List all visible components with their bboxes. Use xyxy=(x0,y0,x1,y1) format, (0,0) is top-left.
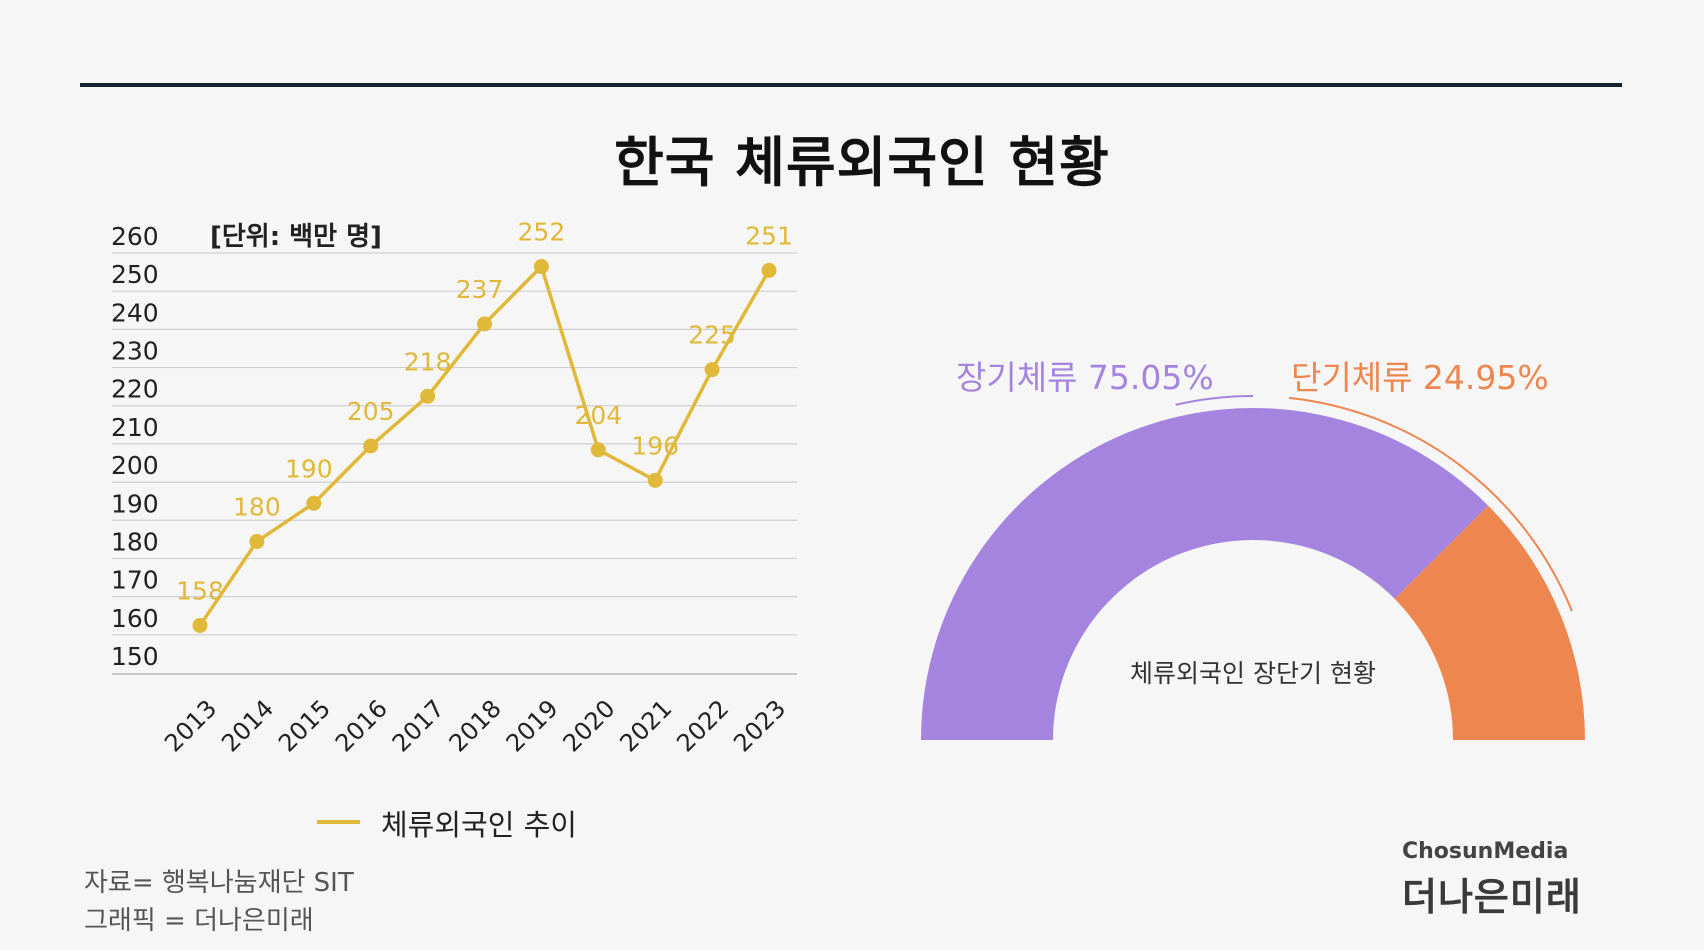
unit-label: [단위: 백만 명] xyxy=(210,222,382,252)
x-tick-label: 2019 xyxy=(501,694,564,757)
data-label: 218 xyxy=(404,347,452,376)
legend-line-swatch xyxy=(317,820,360,824)
y-tick-label: 180 xyxy=(111,527,159,556)
data-label: 158 xyxy=(176,576,224,605)
y-tick-label: 230 xyxy=(111,337,159,366)
data-label: 237 xyxy=(456,275,504,304)
x-tick-label: 2016 xyxy=(330,694,393,757)
data-point xyxy=(192,617,208,633)
y-tick-label: 220 xyxy=(111,375,159,404)
y-tick-label: 190 xyxy=(111,489,159,518)
x-tick-label: 2020 xyxy=(558,694,621,757)
data-label: 225 xyxy=(688,321,736,350)
data-point xyxy=(761,262,777,278)
x-tick-label: 2014 xyxy=(216,694,279,757)
short-term-label: 단기체류 24.95% xyxy=(1291,358,1549,397)
data-label: 252 xyxy=(518,218,566,247)
y-tick-label: 170 xyxy=(111,566,159,595)
data-point xyxy=(704,362,720,378)
short-term-bracket xyxy=(1288,396,1573,612)
y-tick-label: 250 xyxy=(111,260,159,289)
x-tick-label: 2023 xyxy=(728,694,791,757)
x-tick-label: 2015 xyxy=(273,694,336,757)
x-tick-label: 2021 xyxy=(614,694,677,757)
y-tick-label: 210 xyxy=(111,413,159,442)
data-point xyxy=(477,316,492,332)
data-point xyxy=(306,495,322,511)
legend-label: 체류외국인 추이 xyxy=(381,808,577,842)
x-tick-label: 2017 xyxy=(387,694,450,757)
y-tick-label: 240 xyxy=(111,298,159,327)
source-credit: 자료= 행복나눔재단 SIT xyxy=(84,868,354,898)
long-term-bracket xyxy=(1175,395,1254,406)
donut-slice-short-term xyxy=(1394,505,1585,740)
long-term-label: 장기체류 75.05% xyxy=(956,358,1214,397)
y-tick-label: 150 xyxy=(111,642,159,671)
data-label: 204 xyxy=(574,401,622,430)
data-label: 251 xyxy=(745,221,793,250)
page-title: 한국 체류외국인 현황 xyxy=(614,131,1110,194)
data-point xyxy=(249,533,265,549)
top-rule xyxy=(80,83,1622,87)
y-tick-label: 160 xyxy=(111,604,159,633)
brand-logo-bottom: 더나은미래 xyxy=(1402,875,1582,919)
donut-caption: 체류외국인 장단기 현황 xyxy=(1130,659,1376,688)
data-label: 196 xyxy=(631,431,679,460)
data-point xyxy=(533,259,549,275)
data-label: 180 xyxy=(233,492,281,521)
data-point xyxy=(420,388,436,404)
graphic-credit: 그래픽 = 더나은미래 xyxy=(84,906,314,936)
data-point xyxy=(590,442,606,458)
data-point xyxy=(363,438,379,454)
data-label: 190 xyxy=(285,454,333,483)
data-point xyxy=(647,472,663,488)
brand-logo-top: ChosunMedia xyxy=(1402,839,1569,864)
data-label: 205 xyxy=(347,397,395,426)
donut-slice-long-term xyxy=(921,408,1489,740)
x-tick-label: 2018 xyxy=(444,694,507,757)
y-tick-label: 200 xyxy=(111,451,159,480)
x-tick-label: 2022 xyxy=(671,694,734,757)
x-tick-label: 2013 xyxy=(159,694,222,757)
y-tick-label: 260 xyxy=(111,222,159,251)
